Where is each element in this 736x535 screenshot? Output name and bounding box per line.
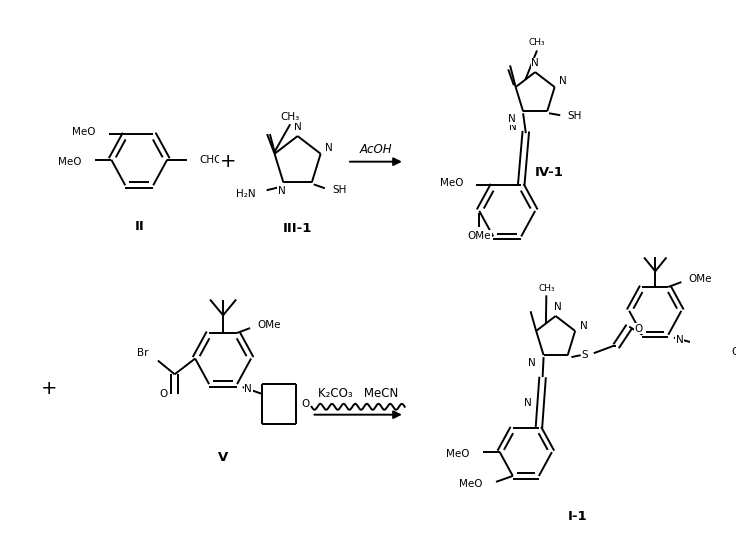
Text: CH₃: CH₃ xyxy=(538,284,555,293)
Text: III-1: III-1 xyxy=(283,222,312,235)
Text: II: II xyxy=(135,220,144,233)
Text: K₂CO₃   MeCN: K₂CO₃ MeCN xyxy=(318,386,398,400)
Text: O: O xyxy=(159,389,168,399)
Text: V: V xyxy=(218,450,228,463)
Text: I-1: I-1 xyxy=(567,509,587,523)
Text: OMe: OMe xyxy=(258,320,281,330)
Text: MeO: MeO xyxy=(459,479,483,489)
Text: O: O xyxy=(634,324,643,334)
Text: N: N xyxy=(528,358,536,368)
Text: CH₃: CH₃ xyxy=(528,38,545,47)
Text: O: O xyxy=(301,399,309,409)
Text: S: S xyxy=(581,350,588,360)
Text: N: N xyxy=(676,335,683,345)
Text: MeO: MeO xyxy=(447,449,470,459)
Text: N: N xyxy=(559,76,567,86)
Text: +: + xyxy=(219,152,236,171)
Text: OMe: OMe xyxy=(689,274,712,284)
Text: N: N xyxy=(553,302,562,312)
Text: Br: Br xyxy=(137,348,149,358)
Text: CH₃: CH₃ xyxy=(280,112,300,123)
Text: N: N xyxy=(531,58,539,68)
Text: H₂N: H₂N xyxy=(236,189,255,199)
Text: N: N xyxy=(294,122,302,132)
Text: N: N xyxy=(244,384,252,394)
Text: MeO: MeO xyxy=(72,127,96,137)
Text: MeO: MeO xyxy=(440,178,464,188)
Text: CHO: CHO xyxy=(199,155,223,165)
Text: N: N xyxy=(509,122,517,132)
Text: N: N xyxy=(325,143,333,153)
Text: AcOH: AcOH xyxy=(360,143,392,156)
Text: SH: SH xyxy=(567,111,582,121)
Text: N: N xyxy=(508,114,516,124)
Text: IV-1: IV-1 xyxy=(534,166,564,179)
Text: MeO: MeO xyxy=(58,157,82,167)
Text: +: + xyxy=(40,379,57,398)
Text: N: N xyxy=(277,186,286,196)
Text: N: N xyxy=(524,398,531,408)
Text: OMe: OMe xyxy=(467,231,491,241)
Text: SH: SH xyxy=(333,185,347,195)
Text: N: N xyxy=(580,321,587,331)
Text: O: O xyxy=(732,347,736,357)
